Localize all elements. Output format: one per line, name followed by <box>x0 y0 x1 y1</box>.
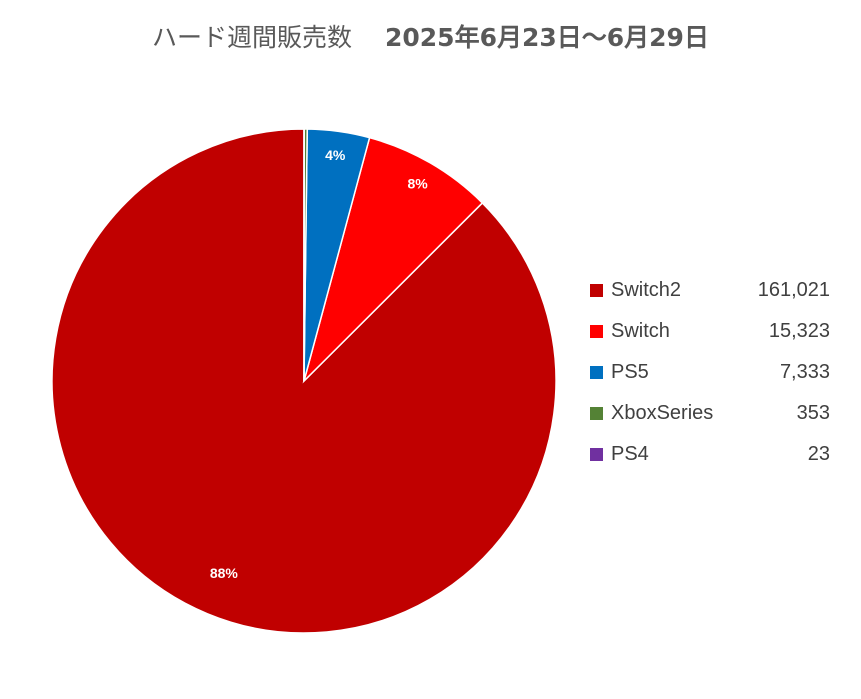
chart-title-date: 2025年6月23日～6月29日 <box>385 23 709 52</box>
legend-swatch <box>590 366 603 379</box>
data-label-switch2: 88% <box>210 565 239 581</box>
legend-label: Switch <box>611 320 670 342</box>
legend-item-ps5: PS5 7,333 <box>590 352 830 393</box>
chart-title-main: ハード週間販売数 <box>152 23 353 52</box>
legend-value: 161,021 <box>757 279 830 301</box>
legend-swatch <box>590 284 603 297</box>
legend-label: PS5 <box>611 361 649 383</box>
legend-swatch <box>590 448 603 461</box>
legend-swatch <box>590 325 603 338</box>
data-label-ps5: 4% <box>325 147 346 163</box>
legend-swatch <box>590 407 603 420</box>
pie-slice-switch <box>302 136 484 384</box>
legend-value: 15,323 <box>768 320 830 342</box>
legend-value: 23 <box>807 443 830 465</box>
legend-item-xboxseries: XboxSeries 353 <box>590 393 830 434</box>
legend-item-switch: Switch 15,323 <box>590 311 830 352</box>
legend-label: XboxSeries <box>611 402 714 424</box>
chart-legend: Switch2 161,021 Switch 15,323 PS5 7,333 XboxSe… <box>590 270 830 475</box>
legend-item-switch2: Switch2 161,021 <box>590 270 830 311</box>
legend-value: 353 <box>796 402 830 424</box>
data-label-switch: 8% <box>408 175 429 191</box>
legend-label: PS4 <box>611 443 649 465</box>
legend-item-ps4: PS4 23 <box>590 434 830 475</box>
chart-title: ハード週間販売数 2025年6月23日～6月29日 <box>0 18 861 54</box>
legend-value: 7,333 <box>779 361 830 383</box>
legend-label: Switch2 <box>611 279 682 301</box>
